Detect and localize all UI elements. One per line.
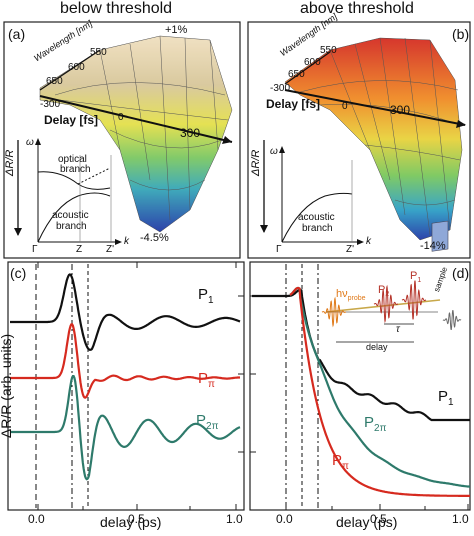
panel-a-frame xyxy=(3,21,241,259)
panel-b-wl-tick-650: 650 xyxy=(288,69,305,80)
panel-c-label-p2pi: P2π xyxy=(196,412,219,432)
panel-b-inset-acoustic: acoustic xyxy=(298,212,335,223)
panel-d-schematic xyxy=(321,220,462,343)
panel-d-frame xyxy=(249,261,471,511)
panel-b-wl-tick-550: 550 xyxy=(320,45,337,56)
panel-d-label-p2pi: P2π xyxy=(364,414,387,434)
heading-below-threshold: below threshold xyxy=(60,0,173,17)
panel-b-delay-tick-300: 300 xyxy=(390,103,411,117)
panel-c-xtick-0: 0.0 xyxy=(28,512,45,526)
schematic-delay-label: delay xyxy=(366,342,388,352)
panel-b-delay-axis xyxy=(284,89,466,126)
panel-d-ticks xyxy=(250,295,469,510)
sample-block xyxy=(431,220,449,252)
panel-a-inset-k: k xyxy=(124,236,129,247)
panel-a-delay-axis xyxy=(39,95,233,143)
panel-b-wavelength-axis xyxy=(284,51,331,85)
panel-a-inset-branch1: branch xyxy=(60,164,91,175)
panel-a-wl-tick-650: 650 xyxy=(46,76,63,87)
panel-a-inset-optical: optical xyxy=(58,154,87,165)
panel-b-delay-tick-0: 0 xyxy=(342,101,348,112)
panel-b-inset-k: k xyxy=(366,236,371,247)
panel-a-inset-acoustic: acoustic xyxy=(52,210,89,221)
panel-b-z-label: ΔR/R xyxy=(250,149,262,176)
panel-a-z-label: ΔR/R xyxy=(4,149,16,176)
panel-c-trace-p1 xyxy=(10,273,241,351)
panel-c-frame xyxy=(7,261,245,511)
panel-a-min-label: -4.5% xyxy=(140,232,169,244)
panel-a-inset-branch2: branch xyxy=(56,221,87,232)
panel-b-frame xyxy=(247,21,471,259)
panel-b-inset-branch: branch xyxy=(302,223,333,234)
panel-b-delay-tick-m300: -300 xyxy=(270,83,291,94)
panel-a-delay-label: Delay [fs] xyxy=(44,113,99,127)
panel-d-label-ppi: Pπ xyxy=(332,452,349,472)
panel-d-xtick-0: 0.0 xyxy=(276,512,293,526)
panel-c-ticks xyxy=(37,262,244,510)
panel-c-label-p1: P1 xyxy=(198,286,214,306)
panel-d-guides xyxy=(285,264,319,508)
panel-b-wl-tick-600: 600 xyxy=(304,57,321,68)
panel-a-delay-tick-0: 0 xyxy=(118,112,124,123)
panel-a-label: (a) xyxy=(8,26,26,42)
panel-b-inset xyxy=(279,146,364,245)
panel-a-inset-z: Z xyxy=(76,244,83,255)
panel-a-peak-label: +1% xyxy=(165,24,188,36)
panel-a-inset-gamma: Γ xyxy=(32,244,38,255)
panel-b-label: (b) xyxy=(452,26,470,42)
panel-b-inset-omega: ω xyxy=(270,146,278,157)
panel-d-xlabel: delay (ps) xyxy=(336,514,398,530)
panel-c-ylabel: ΔR/R (arb. units) xyxy=(0,333,14,439)
panel-a-delay-tick-m300: -300 xyxy=(40,99,61,110)
panel-a-inset-zprime: Z' xyxy=(106,244,115,255)
panel-b-min-label: -14% xyxy=(420,240,446,252)
panel-b-inset-gamma: Γ xyxy=(276,244,282,255)
panel-d-trace-p2pi xyxy=(289,286,470,488)
panel-b-inset-zprime: Z' xyxy=(346,244,355,255)
panel-d-xtick-05: 0.5 xyxy=(370,512,387,526)
panel-d-label: (d) xyxy=(452,265,470,281)
panel-d-trace-ppi xyxy=(289,286,470,497)
panel-c-label: (c) xyxy=(10,265,27,281)
panel-b-surface xyxy=(284,37,463,241)
panel-c-guides xyxy=(35,264,89,508)
panel-a-delay-tick-300: 300 xyxy=(180,126,201,140)
panel-d-label-p1: P1 xyxy=(438,388,454,408)
panel-d-trace-p1 xyxy=(252,288,470,422)
panel-a-inset-omega: ω xyxy=(26,137,34,148)
panel-a-wl-tick-550: 550 xyxy=(90,47,107,58)
panel-a-surface xyxy=(39,35,233,233)
panel-d-xtick-1: 1.0 xyxy=(452,512,469,526)
panel-c-label-ppi: Pπ xyxy=(198,370,215,390)
panel-c-xlabel: delay (ps) xyxy=(100,514,162,530)
panel-a-inset xyxy=(35,138,122,245)
panel-c-xtick-1: 1.0 xyxy=(226,512,243,526)
heading-above-threshold: above threshold xyxy=(300,0,414,17)
schematic-probe-label: hνprobe xyxy=(336,288,366,303)
schematic-p1-label: P1 xyxy=(410,270,422,285)
panel-a-wl-tick-600: 600 xyxy=(68,62,85,73)
schematic-p2-label: P2 xyxy=(378,284,390,299)
schematic-tau-label: τ xyxy=(396,324,400,335)
panel-b-delay-label: Delay [fs] xyxy=(266,97,321,111)
panel-c-trace-ppi xyxy=(10,323,240,399)
panel-a-wavelength-axis xyxy=(39,49,101,91)
panel-c-trace-p2pi xyxy=(10,375,241,481)
panel-c-xtick-05: 0.5 xyxy=(128,512,145,526)
